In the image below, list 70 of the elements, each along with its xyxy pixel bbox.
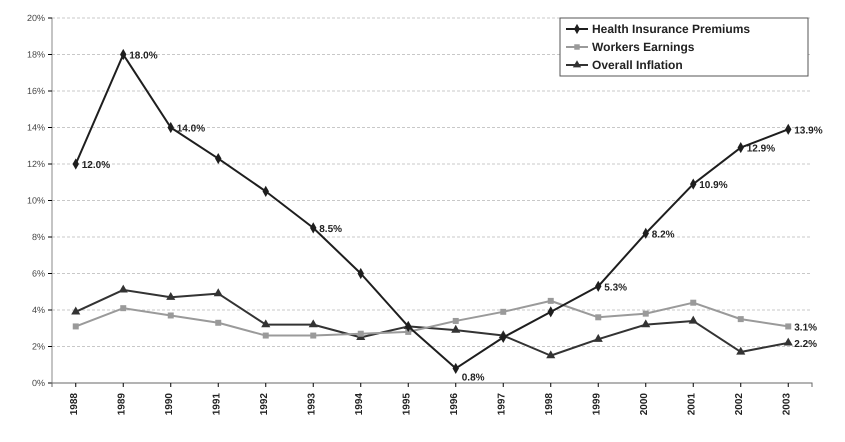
y-tick-label: 2%	[32, 341, 45, 352]
data-label: 3.1%	[794, 322, 818, 334]
point	[71, 306, 80, 314]
legend-label: Health Insurance Premiums	[592, 22, 750, 36]
point	[736, 346, 746, 355]
y-tick-label: 12%	[26, 158, 45, 169]
point	[214, 288, 223, 296]
point	[358, 330, 364, 337]
legend-label: Overall Inflation	[592, 58, 683, 72]
data-label: 14.0%	[176, 124, 206, 134]
x-tick-label: 1994	[354, 392, 365, 416]
point	[500, 308, 506, 315]
point	[784, 338, 793, 346]
point	[118, 284, 128, 293]
point	[548, 298, 554, 304]
data-label: 12.9%	[746, 144, 776, 155]
point	[690, 300, 696, 306]
data-label: 13.9%	[794, 125, 823, 136]
x-tick-label: 1993	[306, 392, 318, 416]
y-tick-label: 14%	[26, 122, 45, 132]
point	[168, 312, 174, 318]
point	[120, 305, 126, 312]
point	[215, 320, 222, 326]
point	[451, 324, 460, 333]
y-tick-label: 10%	[26, 195, 45, 206]
point	[546, 350, 556, 358]
point	[738, 316, 744, 322]
x-tick-label: 1989	[116, 392, 128, 416]
data-label: 18.0%	[129, 50, 158, 62]
point	[72, 323, 79, 330]
x-tick-label: 1991	[211, 392, 222, 416]
data-label: 12.0%	[82, 160, 110, 171]
data-label: 8.2%	[652, 229, 675, 240]
x-tick-label: 2002	[734, 392, 745, 416]
point	[452, 318, 459, 324]
point	[310, 332, 316, 339]
x-tick-label: 1992	[258, 392, 270, 416]
point	[785, 323, 792, 330]
x-tick-label: 1988	[68, 392, 80, 416]
y-tick-label: 0%	[32, 378, 45, 388]
x-tick-label: 1998	[544, 392, 555, 416]
point	[261, 319, 270, 328]
y-tick-label: 6%	[32, 268, 45, 278]
x-tick-label: 2003	[781, 392, 792, 416]
y-tick-label: 20%	[26, 12, 45, 23]
point	[595, 314, 602, 320]
data-label: 8.5%	[319, 224, 342, 235]
x-tick-label: 1996	[448, 392, 460, 416]
point	[308, 319, 318, 328]
y-tick-label: 18%	[26, 49, 45, 60]
y-tick-label: 8%	[32, 232, 45, 242]
x-tick-label: 2001	[686, 392, 698, 416]
data-label: 0.8%	[462, 372, 485, 384]
x-tick-label: 2000	[638, 392, 650, 416]
point	[594, 334, 603, 342]
data-label: 2.2%	[794, 338, 818, 350]
point	[262, 332, 269, 339]
data-label: 10.9%	[699, 180, 728, 192]
legend-label: Workers Earnings	[592, 40, 695, 54]
point	[166, 292, 176, 300]
point	[642, 310, 649, 317]
data-label: 5.3%	[604, 282, 628, 294]
x-tick-label: 1997	[496, 392, 508, 416]
point	[641, 319, 650, 328]
point	[688, 316, 698, 324]
x-tick-label: 1995	[401, 392, 412, 416]
y-tick-label: 4%	[32, 304, 45, 315]
x-tick-label: 1990	[164, 392, 175, 416]
y-tick-label: 16%	[26, 86, 45, 96]
x-tick-label: 1999	[591, 392, 602, 416]
